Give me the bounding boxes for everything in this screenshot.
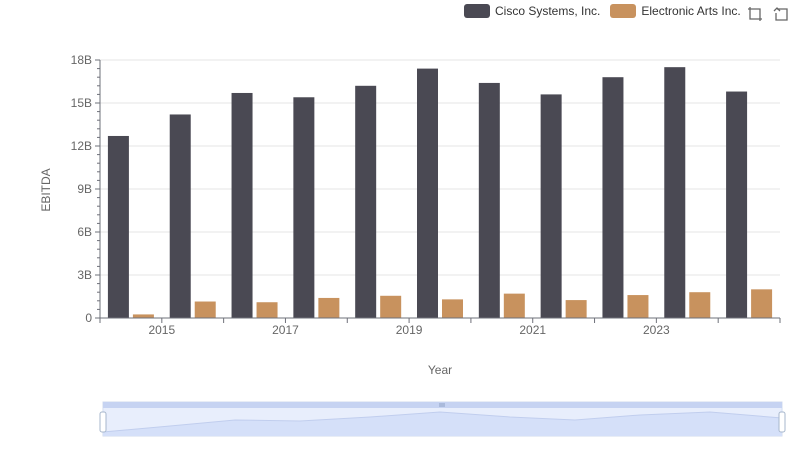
x-tick-label: 2017	[272, 323, 299, 337]
bar-cisco-2014[interactable]	[107, 135, 129, 318]
bar-cisco-2018[interactable]	[355, 85, 377, 318]
y-tick-label: 12B	[71, 139, 92, 153]
slider-handle-right[interactable]	[778, 411, 786, 433]
bar-electronic-arts-2023[interactable]	[689, 292, 711, 318]
legend-item-cisco[interactable]: Cisco Systems, Inc.	[464, 4, 600, 18]
y-tick-label: 15B	[71, 96, 92, 110]
bar-cisco-2022[interactable]	[602, 77, 624, 318]
grid-lines	[100, 59, 780, 319]
data-zoom-slider[interactable]	[99, 401, 786, 437]
bar-cisco-2017[interactable]	[293, 97, 315, 319]
bar-electronic-arts-2024[interactable]	[751, 289, 773, 318]
bars	[107, 67, 773, 319]
legend-swatch-cisco	[464, 4, 490, 18]
bar-electronic-arts-2020[interactable]	[503, 293, 525, 318]
y-axis-label: EBITDA	[39, 168, 53, 211]
bar-electronic-arts-2015[interactable]	[194, 301, 216, 318]
legend-label-cisco: Cisco Systems, Inc.	[495, 4, 601, 18]
x-tick-label: 2023	[643, 323, 670, 337]
bar-electronic-arts-2014[interactable]	[132, 314, 154, 318]
y-tick-label: 9B	[77, 182, 92, 196]
chart-toolbar	[747, 6, 789, 22]
legend: Cisco Systems, Inc. Electronic Arts Inc.	[464, 4, 741, 18]
bar-cisco-2023[interactable]	[664, 67, 686, 319]
y-tick-label: 3B	[77, 268, 92, 282]
bar-electronic-arts-2018[interactable]	[380, 295, 402, 318]
bar-electronic-arts-2021[interactable]	[565, 300, 587, 318]
x-axis: 2015 2017 2019 2021 2023	[99, 317, 781, 337]
legend-item-electronic-arts[interactable]: Electronic Arts Inc.	[610, 4, 741, 18]
bar-electronic-arts-2022[interactable]	[627, 295, 649, 318]
slider-grip-icon[interactable]	[439, 403, 445, 407]
bar-cisco-2015[interactable]	[169, 114, 191, 318]
x-tick-label: 2019	[396, 323, 423, 337]
legend-swatch-electronic-arts	[610, 4, 637, 18]
y-axis: 0 3B 6B 9B 12B 15B 18B	[71, 53, 101, 325]
x-tick-label: 2015	[148, 323, 175, 337]
bar-electronic-arts-2019[interactable]	[442, 299, 463, 318]
bar-electronic-arts-2016[interactable]	[256, 302, 278, 318]
zoom-icon[interactable]	[747, 6, 763, 22]
bar-electronic-arts-2017[interactable]	[318, 297, 340, 318]
bar-cisco-2024[interactable]	[726, 91, 748, 319]
restore-icon[interactable]	[773, 6, 789, 22]
legend-label-electronic-arts: Electronic Arts Inc.	[641, 4, 741, 18]
y-tick-label: 0	[85, 311, 92, 325]
bar-cisco-2019[interactable]	[417, 68, 438, 318]
y-tick-label: 18B	[71, 53, 92, 67]
y-tick-label: 6B	[77, 225, 92, 239]
x-tick-label: 2021	[519, 323, 546, 337]
slider-handle-left[interactable]	[99, 411, 107, 433]
bar-cisco-2016[interactable]	[231, 92, 253, 318]
x-axis-label: Year	[428, 363, 452, 377]
bar-cisco-2020[interactable]	[478, 82, 500, 318]
bar-cisco-2021[interactable]	[540, 94, 562, 319]
